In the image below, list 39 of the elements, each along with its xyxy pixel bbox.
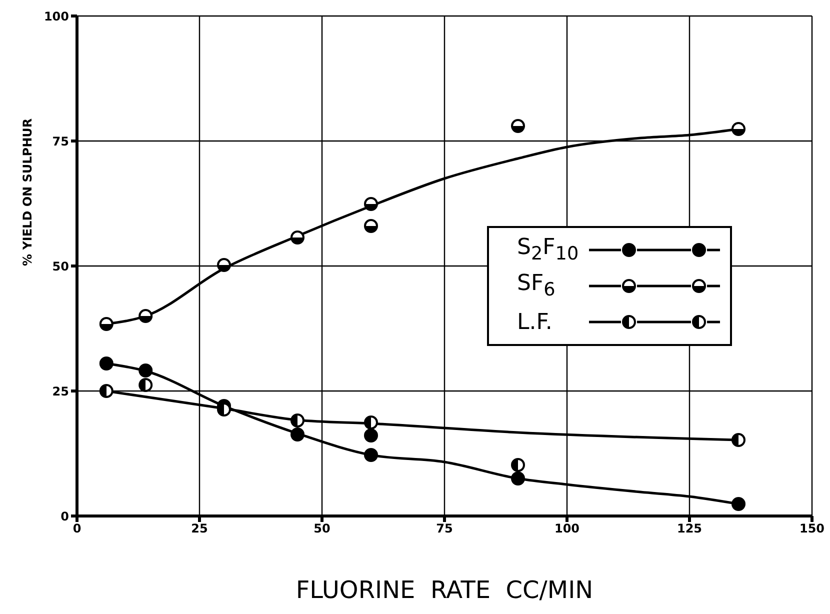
- y-axis-title: % YIELD ON SULPHUR: [20, 118, 34, 266]
- x-tick-label: 150: [799, 522, 825, 536]
- x-tick-label: 0: [72, 522, 82, 536]
- point: [511, 119, 525, 133]
- point: [511, 458, 525, 472]
- y-tick-label: 0: [60, 509, 69, 524]
- point: [511, 472, 525, 486]
- x-tick-label: 75: [436, 522, 453, 536]
- x-tick-label: 25: [191, 522, 208, 536]
- point: [732, 497, 746, 511]
- point: [99, 317, 114, 331]
- point: [99, 356, 114, 370]
- y-tick-label: 75: [52, 134, 69, 148]
- legend-label: SF$_{6}$: [517, 271, 556, 301]
- y-tick-label: 100: [44, 9, 69, 24]
- point: [290, 414, 304, 428]
- y-tick-label: 50: [52, 259, 69, 274]
- point: [364, 219, 378, 233]
- point: [732, 122, 746, 136]
- point: [364, 448, 378, 462]
- point: [732, 433, 746, 447]
- x-tick-label: 50: [314, 522, 330, 536]
- point: [290, 230, 304, 244]
- point: [99, 384, 114, 398]
- point: [138, 309, 153, 323]
- point: [217, 402, 231, 416]
- point: [138, 364, 153, 378]
- point: [364, 197, 378, 211]
- point: [138, 378, 153, 392]
- point: [364, 428, 378, 442]
- x-tick-label: 125: [676, 522, 702, 536]
- legend-label: L.F.: [517, 310, 554, 334]
- point: [217, 258, 231, 272]
- point: [364, 416, 378, 430]
- x-axis-title: FLUORINE RATE CC/MIN: [296, 576, 594, 604]
- point: [290, 428, 304, 442]
- x-tick-label: 100: [554, 522, 580, 536]
- y-tick-label: 25: [52, 384, 69, 398]
- legend-label: S$_{2}$F$_{10}$: [517, 235, 580, 265]
